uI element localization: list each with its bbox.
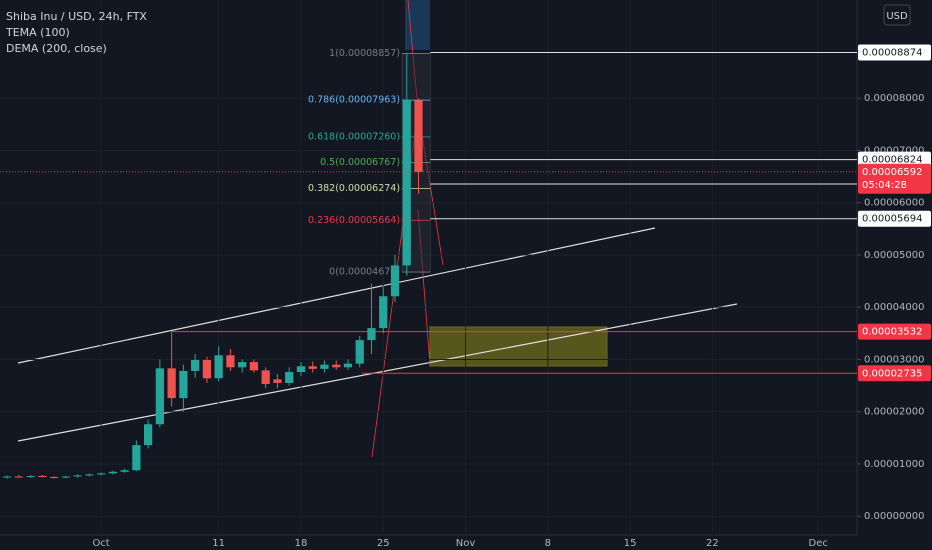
price-label-box: [858, 151, 931, 168]
candle-body: [402, 100, 411, 266]
price-label: 0.00006824: [862, 155, 922, 166]
candle-body: [61, 476, 70, 478]
candle-body: [261, 370, 270, 385]
candle-body: [285, 371, 294, 383]
fib-label: 0.5(0.00006767): [320, 157, 400, 168]
x-tick-label: 25: [377, 538, 390, 549]
price-label-box: [858, 210, 931, 227]
channel-upper: [17, 227, 656, 364]
price-label: 0.00005694: [862, 214, 922, 225]
y-tick-label: 0.00008000: [864, 93, 924, 104]
x-tick-label: 15: [624, 538, 637, 549]
candle-body: [202, 359, 212, 379]
candle-body: [49, 477, 59, 479]
y-tick-label: 0.00004000: [864, 302, 924, 313]
candle-body: [73, 475, 82, 477]
candle-body: [120, 470, 129, 472]
candle-body: [38, 475, 47, 478]
candle-body: [2, 476, 12, 478]
price-label: 0.00002735: [862, 368, 922, 379]
price-label: 0.00003532: [862, 327, 922, 338]
indicator-label: DEMA (200, close): [6, 42, 107, 55]
price-label-box: [858, 365, 931, 382]
currency-label[interactable]: USD: [886, 11, 908, 22]
x-tick-label: 18: [295, 538, 308, 549]
candle-body: [308, 366, 317, 369]
price-label: 0.00008874: [862, 48, 922, 59]
candle-body: [226, 355, 235, 368]
candle-body: [167, 368, 176, 399]
candle-body: [367, 328, 376, 341]
channel-lower: [17, 303, 738, 442]
fib-label: 0.618(0.00007260): [308, 131, 400, 142]
candle-body: [144, 424, 153, 446]
y-tick-label: 0.00005000: [864, 250, 924, 261]
x-tick-label: Nov: [456, 538, 476, 549]
candle-body: [332, 364, 341, 368]
candle-body: [273, 379, 282, 383]
fib-label: 1(0.00008857): [329, 48, 400, 59]
y-tick-label: 0.00001000: [864, 459, 924, 470]
x-tick-label: 11: [212, 538, 225, 549]
target-zone: [429, 326, 608, 367]
x-tick-label: 8: [545, 538, 551, 549]
fib-label: 0(0.00004673): [329, 267, 400, 278]
x-tick-label: Oct: [92, 538, 109, 549]
candle-body: [96, 473, 106, 475]
fib-label: 0.236(0.00005664): [308, 215, 400, 226]
countdown-label: 05:04:28: [862, 180, 907, 191]
candle-body: [214, 355, 223, 379]
y-tick-label: 0.00006000: [864, 198, 924, 209]
candle-body: [379, 296, 388, 329]
candle-body: [108, 471, 117, 474]
candle-body: [343, 363, 353, 368]
candle-body: [191, 359, 200, 371]
candle-body: [155, 368, 164, 425]
candle-body: [26, 475, 35, 478]
y-tick-label: 0.00002000: [864, 407, 924, 418]
candle-body: [320, 364, 329, 369]
currency-button[interactable]: [883, 4, 911, 26]
candle-body: [238, 362, 247, 368]
price-label-box: [858, 323, 931, 340]
projection-box: [405, 0, 430, 50]
candle-body: [132, 445, 141, 471]
symbol-title: Shiba Inu / USD, 24h, FTX: [6, 10, 147, 23]
candle-body: [249, 362, 259, 371]
candle-body: [85, 474, 94, 476]
fib-label: 0.382(0.00006274): [308, 183, 400, 194]
current-price-label: 0.00006592: [862, 167, 922, 178]
candle-body: [390, 265, 400, 297]
candle-body: [414, 100, 423, 172]
current-price-box: [858, 163, 931, 194]
x-tick-label: Dec: [809, 538, 828, 549]
y-tick-label: 0.00000000: [864, 511, 924, 522]
fib-label: 0.786(0.00007963): [308, 95, 400, 106]
y-tick-label: 0.00003000: [864, 354, 924, 365]
candle-body: [179, 370, 188, 399]
y-tick-label: 0.00007000: [864, 145, 924, 156]
candle-body: [14, 476, 23, 478]
candle-body: [355, 340, 364, 364]
candle-body: [296, 366, 306, 372]
x-tick-label: 22: [706, 538, 719, 549]
price-label-box: [858, 44, 931, 61]
indicator-label: TEMA (100): [5, 26, 70, 39]
